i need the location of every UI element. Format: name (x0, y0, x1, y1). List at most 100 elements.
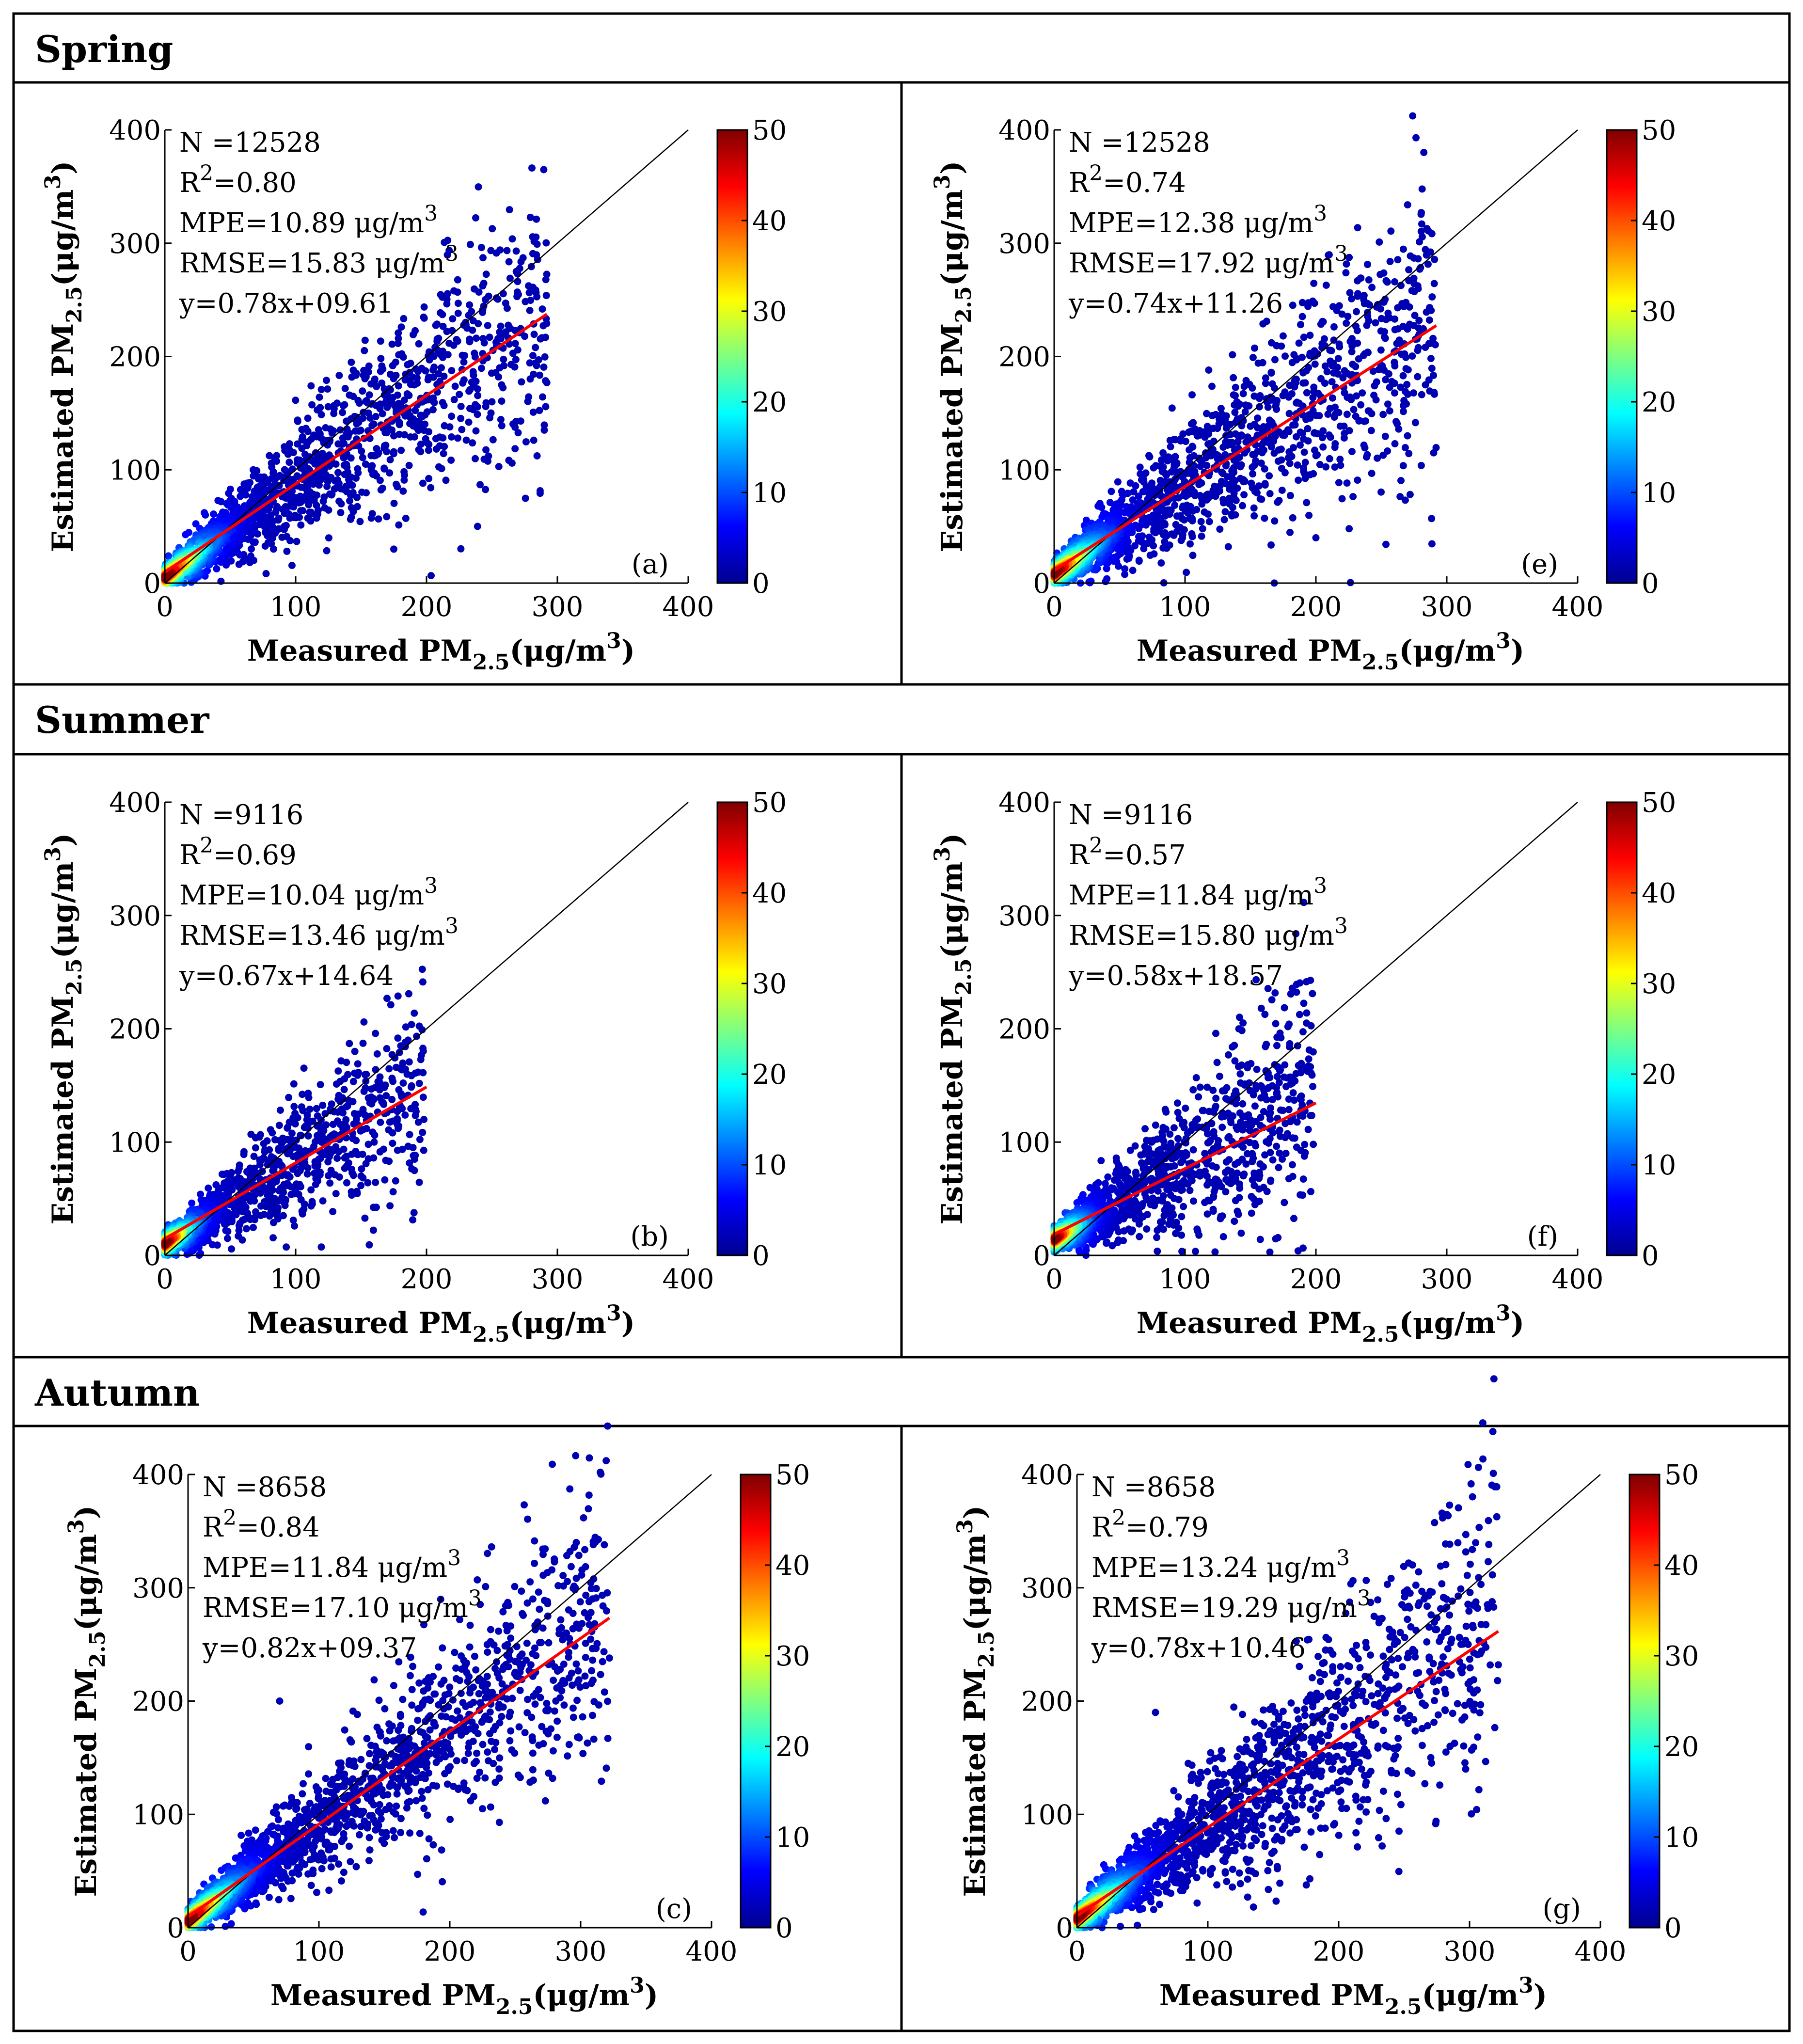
scatter-point (401, 431, 409, 439)
scatter-point (1345, 525, 1353, 533)
scatter-point (488, 398, 496, 406)
scatter-point (1346, 338, 1354, 346)
scatter-point (1399, 372, 1407, 380)
scatter-point (1208, 382, 1216, 390)
scatter-point (533, 215, 540, 223)
scatter-point (369, 1128, 377, 1136)
scatter-point (1317, 375, 1325, 382)
scatter-point (449, 315, 457, 323)
scatter-point (443, 251, 451, 259)
scatter-point (476, 481, 484, 489)
scatter-point (1270, 449, 1278, 457)
scatter-point (260, 1140, 268, 1147)
colorbar-tick-label: 40 (1642, 206, 1676, 237)
scatter-point (1384, 400, 1392, 408)
scatter-point (298, 435, 306, 443)
scatter-point (392, 1177, 399, 1185)
scatter-point (1121, 565, 1129, 573)
scatter-point (466, 338, 474, 346)
scatter-point (341, 1154, 348, 1162)
scatter-point (294, 417, 301, 425)
scatter-point (332, 1190, 340, 1198)
scatter-point (482, 399, 490, 407)
scatter-point (1391, 278, 1399, 285)
colorbar-tick-label: 10 (1642, 477, 1676, 509)
scatter-point (365, 362, 373, 370)
scatter-point (1391, 440, 1399, 447)
scatter-point (317, 386, 325, 394)
scatter-point (1271, 356, 1279, 364)
colorbar-tick-label: 50 (1642, 115, 1676, 146)
scatter-point (1392, 418, 1400, 426)
scatter-point (325, 1172, 332, 1180)
scatter-point (509, 420, 517, 428)
scatter-point (361, 1071, 369, 1078)
scatter-point (511, 445, 519, 453)
scatter-point (1408, 352, 1416, 360)
scatter-point (301, 450, 309, 458)
y-tick-label: 200 (998, 342, 1050, 373)
scatter-point (1247, 422, 1254, 430)
scatter-point (377, 337, 384, 345)
scatter-point (469, 368, 477, 376)
scatter-point (1289, 301, 1297, 309)
scatter-point (480, 455, 488, 463)
scatter-point (389, 1188, 397, 1196)
scatter-point (513, 293, 521, 301)
scatter-point (365, 391, 373, 399)
scatter-point (542, 377, 550, 385)
scatter-point (1354, 224, 1361, 232)
scatter-point (492, 338, 500, 346)
scatter-point (1386, 258, 1394, 265)
scatter-point (465, 387, 473, 395)
scatter-point (1231, 401, 1238, 409)
scatter-point (357, 1127, 364, 1135)
scatter-point (508, 235, 516, 243)
scatter-point (1312, 534, 1320, 541)
scatter-point (1290, 351, 1298, 359)
scatter-point (1335, 479, 1343, 487)
scatter-point (415, 446, 423, 454)
scatter-point (1305, 511, 1313, 519)
scatter-point (290, 1080, 298, 1088)
scatter-point (293, 459, 301, 467)
scatter-point (351, 1069, 358, 1077)
scatter-point (1427, 355, 1435, 363)
scatter-point (252, 1144, 259, 1152)
scatter-point (1310, 388, 1318, 396)
scatter-point (340, 461, 348, 469)
scatter-point (411, 1112, 419, 1119)
scatter-point (411, 407, 419, 414)
scatter-point (1428, 364, 1436, 372)
scatter-point (1297, 321, 1304, 329)
scatter-point (473, 334, 480, 342)
scatter-point (386, 1202, 394, 1210)
scatter-point (1319, 443, 1327, 451)
colorbar-tick-label: 30 (752, 296, 787, 328)
scatter-point (1135, 533, 1142, 540)
scatter-point (499, 290, 507, 298)
scatter-point (281, 446, 289, 454)
scatter-point (261, 1148, 269, 1156)
scatter-point (526, 359, 534, 367)
scatter-point (438, 364, 445, 372)
scatter-point (1414, 347, 1422, 354)
scatter-point (1249, 451, 1257, 459)
y-axis-label: Estimated PM2.5(μg/m3) (930, 161, 976, 553)
scatter-point (243, 1168, 251, 1175)
scatter-point (1394, 256, 1402, 264)
scatter-point (1219, 444, 1227, 451)
scatter-point (1408, 287, 1416, 295)
scatter-point (536, 371, 543, 379)
scatter-point (471, 285, 478, 293)
season-title: Summer (35, 698, 209, 742)
scatter-point (457, 402, 465, 410)
scatter-point (185, 529, 192, 537)
scatter-point (1372, 319, 1379, 327)
scatter-point (1322, 282, 1330, 289)
scatter-point (1298, 313, 1306, 320)
scatter-point (1418, 391, 1425, 398)
scatter-point (390, 448, 397, 456)
scatter-point (290, 1103, 298, 1110)
scatter-point (343, 417, 350, 425)
